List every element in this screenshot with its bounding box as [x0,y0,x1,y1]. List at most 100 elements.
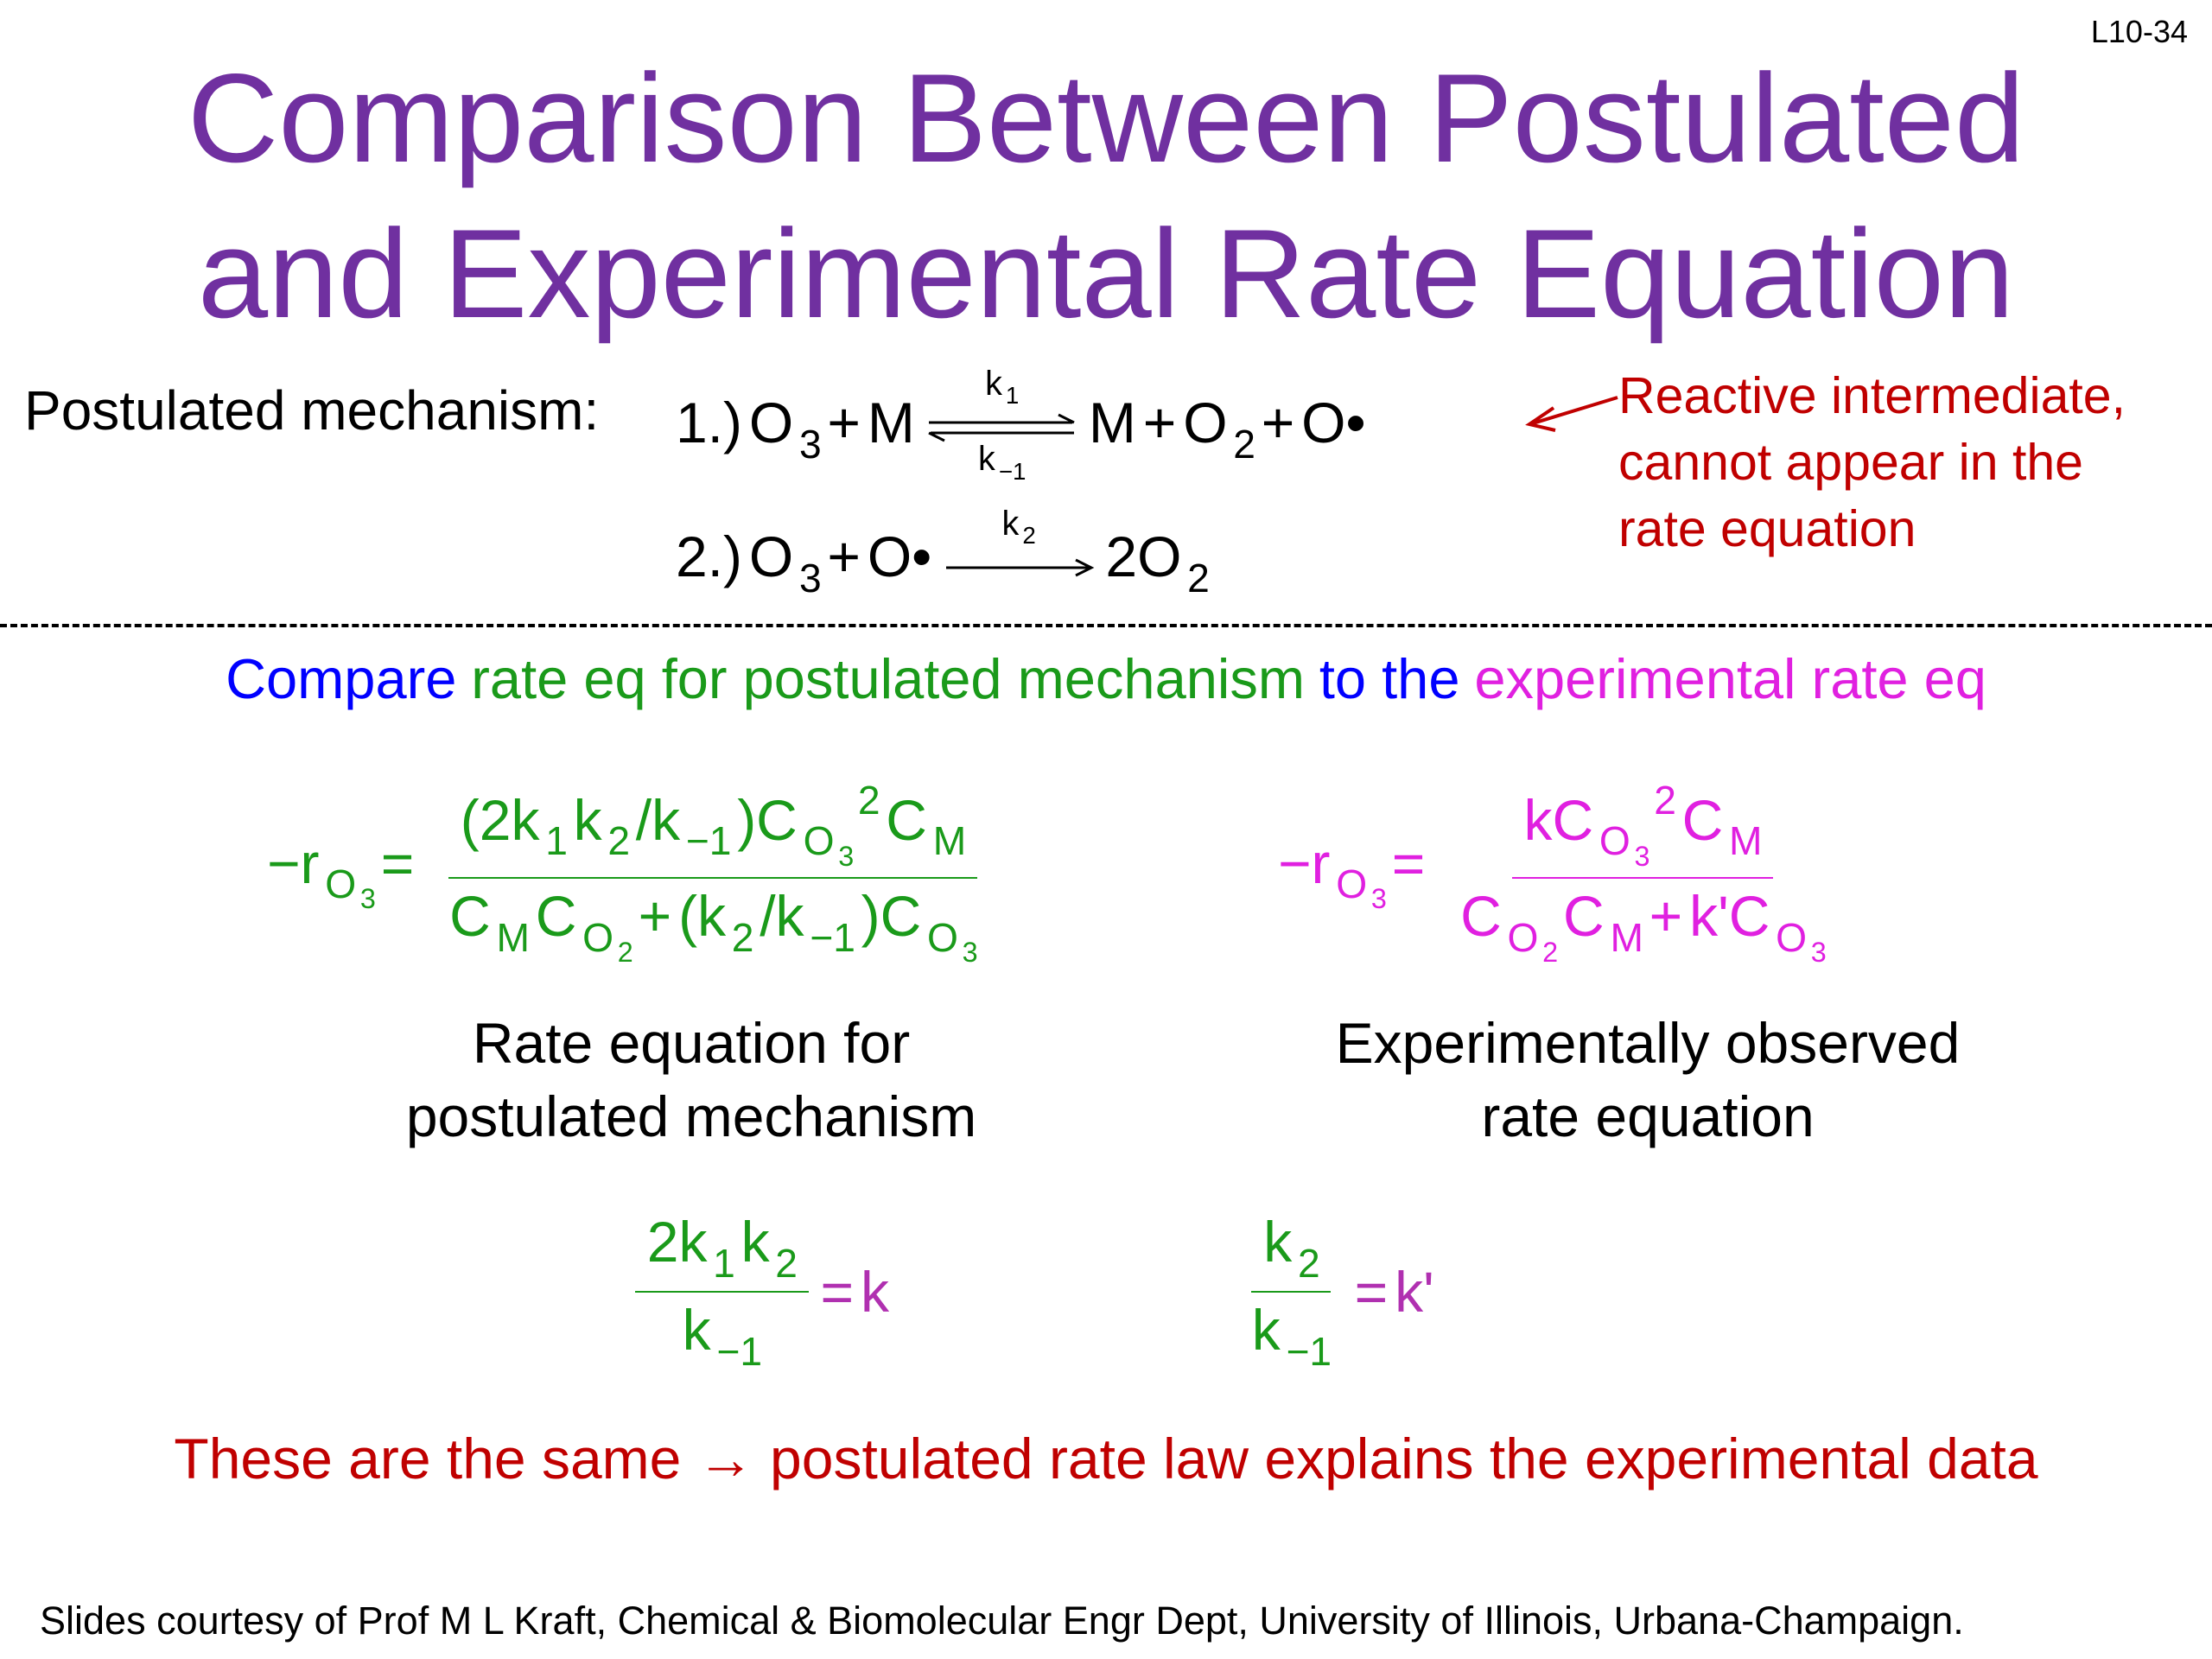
math-text: + [827,391,861,455]
math-text: −1 [998,457,1027,485]
math-text: = [380,830,415,895]
math-text: −1 [685,818,732,864]
subscript: 1 [1004,382,1020,409]
arrow-shaft [1532,396,1618,425]
math-text: C [1563,884,1605,949]
math-text: k [682,1298,711,1363]
math-text: O [582,914,614,960]
arrow-head [1075,558,1095,577]
math-text: 3 [838,840,855,872]
math-text: C [886,787,927,852]
math-text: 3 [1634,840,1650,872]
math-text: k [1001,504,1020,543]
math-text: O [748,524,794,589]
math-text: 2 [1187,555,1210,601]
subscript: 2 [729,915,756,960]
math-text: = [820,1260,855,1324]
math-text: M [1088,391,1136,455]
subscript: 2 [616,937,635,968]
numerator: (2k 1 k 2/k −1)C O 32 C M [448,777,977,879]
math-text: C [535,884,577,949]
fraction: 2k 1 k 2 k −1 [634,1209,809,1375]
math-text: 2 [857,777,880,823]
math-text: M [867,391,915,455]
math-text: O [1507,914,1539,960]
math-group: k −1 [679,1298,765,1374]
math-text: C [449,884,491,949]
math-text: + [1142,391,1177,455]
arrow-head [1525,406,1556,432]
equation: −r O 3= (2k 1 k 2/k −1)C O 32 C M C M C O 2+ (k 2/k −1)C O 3 [264,752,996,994]
math-group: 2.) O 3 + O• k 2 2O 2 [672,504,1212,617]
fraction: (2k 1 k 2/k −1)C O 32 C M C M C O 2+ (k 2/k −1)C O 3 [437,777,988,969]
constant-relation: 2k 1 k 2 k −1 = k [626,1197,893,1387]
caption-line: postulated mechanism [405,1084,977,1148]
math-text: 2 [1297,1240,1320,1286]
note-line: Reactive intermediate, [1618,367,2126,424]
math-text: = [1354,1260,1389,1324]
math-text: 3 [1370,883,1387,915]
subscript: 2 [1021,522,1038,549]
arrow-group: k 1 k −1 [924,364,1079,488]
note-line: cannot appear in the [1618,434,2083,491]
math-group: kC O 32 C M [1521,778,1765,872]
math-group: −r O 3= [264,830,417,916]
title-line: Comparison Between Postulated [187,48,2025,188]
math-text: 2 [1233,421,1255,467]
subscript: 3 [836,841,855,872]
math-text: )C [737,787,798,852]
caption-line: Rate equation for [472,1011,911,1075]
subscript: 2 [1231,422,1258,467]
math-text: 3 [798,555,822,601]
subscript: 3 [359,883,378,914]
math-text: O [748,391,794,455]
subscript: 3 [1370,883,1389,914]
math-text: k [1251,1298,1281,1363]
math-text: O• [1301,391,1366,455]
comparison: Compare rate eq for postulated mechanism t… [0,646,2212,711]
numerator: kC O 32 C M [1511,777,1774,879]
math-text: 2 [1654,777,1676,823]
math-text: O [1776,914,1808,960]
reaction-arrow [945,558,1095,577]
note: Reactive intermediate, cannot appear in … [1618,363,2126,563]
math-text: O [325,861,357,907]
math-group: C O 2C M + k'C O 3 [1457,884,1827,968]
math-text: C [1681,787,1724,852]
math-text: M [932,818,967,864]
math-text: k' [1395,1260,1434,1324]
note-arrow [1525,396,1618,432]
math-group: (2k 1 k 2/k −1)C O 32 C M [457,778,969,872]
fraction: kC O 32 C M C O 2C M + k'C O 3 [1448,777,1836,969]
mechanism-step: 2.) O 3 + O• k 2 2O 2 [672,497,1212,626]
math-text: 2 [617,937,633,969]
math-group: = k' [1351,1259,1438,1325]
comparison-segment: experimental rate eq [1474,647,1986,710]
math-text: −r [1277,830,1331,895]
subscript: −1 [683,818,734,863]
math-text: + [638,884,672,949]
subscript: −1 [997,458,1027,485]
superscript: 2 [855,778,882,823]
mechanism-label: Postulated mechanism: [24,379,600,442]
denominator: C O 2C M + k'C O 3 [1448,879,1836,969]
reaction-arrow [928,413,1076,442]
note-line: rate equation [1618,500,1916,557]
math-text: )C [861,884,922,949]
math-text: 2.) [675,524,742,589]
subscript: −1 [715,1329,765,1374]
math-text: + [1261,391,1295,455]
comparison-segment: Compare [226,647,457,710]
math-text: k [985,364,1002,403]
